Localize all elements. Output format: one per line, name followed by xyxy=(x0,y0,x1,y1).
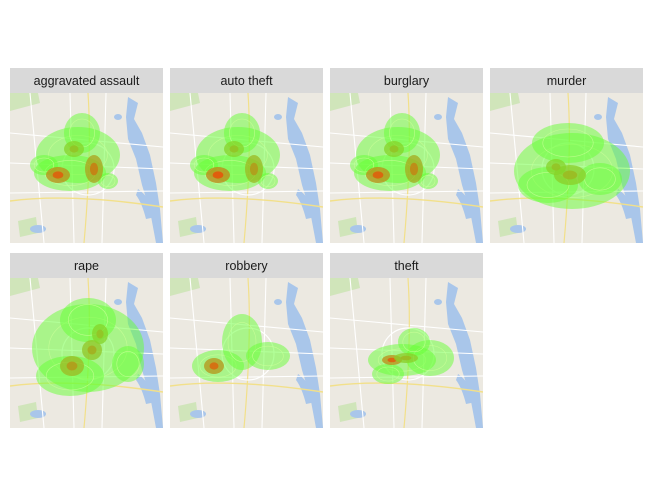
map-river xyxy=(286,282,323,428)
map-highway xyxy=(330,197,483,208)
density-contour-line xyxy=(402,331,426,353)
density-map xyxy=(490,93,643,243)
density-hotspot-core xyxy=(52,171,64,179)
map-highway xyxy=(330,382,483,393)
map-lake xyxy=(114,299,122,305)
density-contour-line xyxy=(68,304,108,336)
density-contour-line xyxy=(420,175,436,187)
map-road xyxy=(170,190,323,194)
density-hotspot-core xyxy=(96,329,104,339)
density-hotspot-core xyxy=(89,162,99,176)
density-contour-line xyxy=(376,366,400,382)
map-river xyxy=(446,97,483,243)
map-lake xyxy=(434,299,442,305)
map-lake xyxy=(350,410,366,418)
density-hotspot-core xyxy=(212,171,224,179)
map-lake xyxy=(190,225,206,233)
density-map xyxy=(330,93,483,243)
density-contour-line xyxy=(100,175,116,187)
density-hotspot-core xyxy=(87,345,97,355)
facet-panel-burglary: burglary xyxy=(330,68,483,243)
map-river xyxy=(126,97,163,243)
map-park xyxy=(490,93,520,111)
facet-strip-label: burglary xyxy=(330,68,483,93)
density-hotspot-core xyxy=(372,171,384,179)
map-highway xyxy=(10,197,163,208)
density-hotspot-core xyxy=(249,162,259,176)
facet-panel-rape: rape xyxy=(10,253,163,428)
density-contour-line xyxy=(526,172,570,198)
map-lake xyxy=(510,225,526,233)
density-contour-line xyxy=(252,345,284,367)
map-lake xyxy=(594,114,602,120)
map-park xyxy=(170,93,200,111)
density-hotspot-core xyxy=(562,170,578,180)
map-lake xyxy=(274,299,282,305)
map-park xyxy=(330,93,360,111)
map-lake xyxy=(114,114,122,120)
map-park xyxy=(10,93,40,111)
density-contour-line xyxy=(33,157,55,173)
facet-strip-label: murder xyxy=(490,68,643,93)
facet-strip-label: auto theft xyxy=(170,68,323,93)
density-hotspot-core xyxy=(400,355,412,361)
density-hotspot-core xyxy=(389,145,399,153)
map-park xyxy=(330,278,360,296)
map-road xyxy=(330,190,483,194)
map-lake xyxy=(350,225,366,233)
facet-strip-label: rape xyxy=(10,253,163,278)
density-hotspot-core xyxy=(229,145,239,153)
map-highway xyxy=(170,382,323,393)
density-map xyxy=(10,93,163,243)
map-river xyxy=(446,282,483,428)
map-lake xyxy=(274,114,282,120)
map-highway xyxy=(170,197,323,208)
map-road xyxy=(349,278,365,428)
map-road xyxy=(330,375,483,379)
density-contour-line xyxy=(116,351,140,377)
facet-panel-robbery: robbery xyxy=(170,253,323,428)
density-contour-line xyxy=(353,157,375,173)
density-hotspot-core xyxy=(551,163,561,171)
map-road xyxy=(189,278,205,428)
density-hotspot-core xyxy=(209,362,219,370)
density-map xyxy=(330,278,483,428)
map-road xyxy=(330,317,483,333)
density-map xyxy=(170,93,323,243)
facet-panel-theft: theft xyxy=(330,253,483,428)
density-map xyxy=(170,278,323,428)
map-park xyxy=(10,278,40,296)
density-map xyxy=(10,278,163,428)
map-lake xyxy=(434,114,442,120)
density-hotspot-core xyxy=(409,162,419,176)
facet-panel-auto-theft: auto theft xyxy=(170,68,323,243)
facet-strip-label: robbery xyxy=(170,253,323,278)
density-contour-line xyxy=(227,322,257,362)
map-lake xyxy=(30,410,46,418)
facet-panel-aggravated-assault: aggravated assault xyxy=(10,68,163,243)
map-lake xyxy=(30,225,46,233)
map-river xyxy=(126,282,163,428)
map-park xyxy=(170,278,200,296)
density-hotspot-core xyxy=(66,361,78,371)
density-contour-line xyxy=(542,128,594,158)
map-road xyxy=(10,190,163,194)
facet-panel-murder: murder xyxy=(490,68,643,243)
map-road xyxy=(170,375,323,379)
density-hotspot-core xyxy=(69,145,79,153)
map-lake xyxy=(190,410,206,418)
facet-strip-label: aggravated assault xyxy=(10,68,163,93)
facet-strip-label: theft xyxy=(330,253,483,278)
density-contour-line xyxy=(193,157,215,173)
density-contour-line xyxy=(260,175,276,187)
map-river xyxy=(286,97,323,243)
